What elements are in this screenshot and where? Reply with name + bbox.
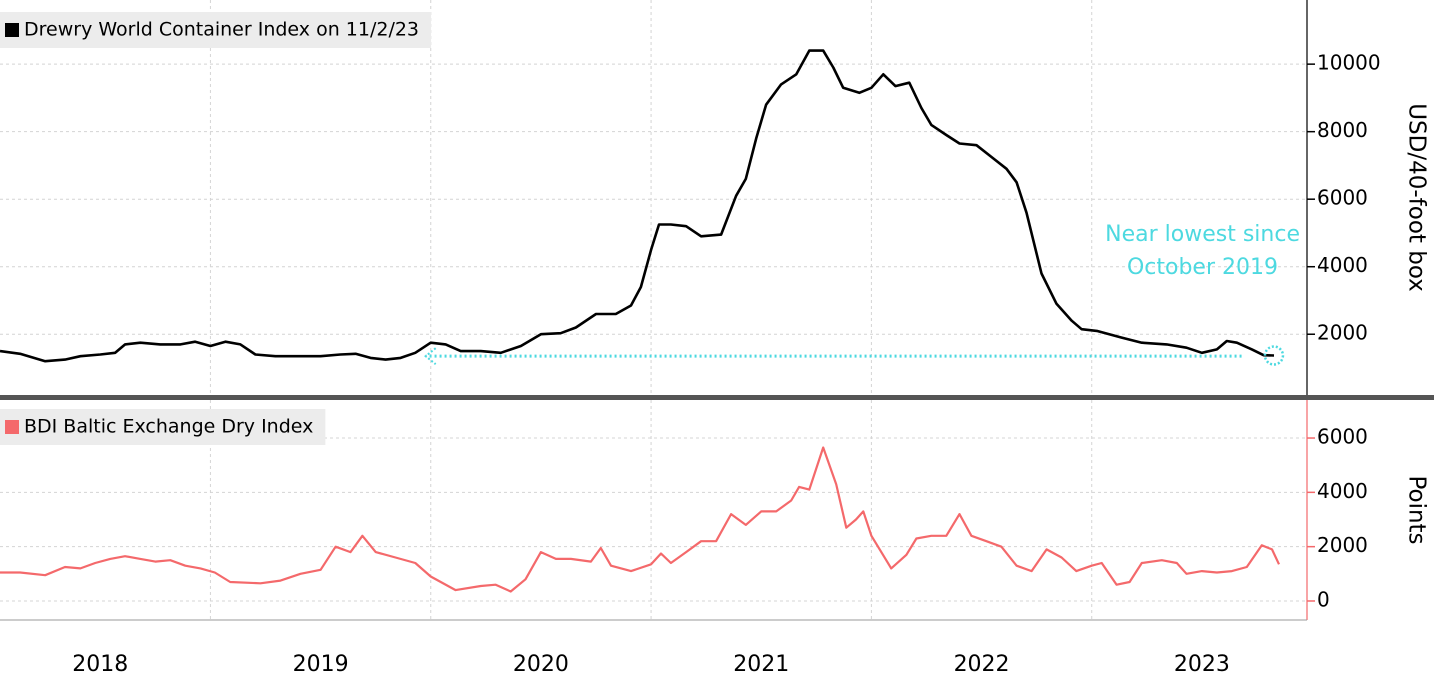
data-line	[0, 49, 1275, 363]
x-tick-label: 2022	[954, 652, 1010, 677]
x-tick-label: 2018	[72, 652, 128, 677]
y-tick-label: 4000	[1317, 479, 1368, 503]
y-tick-label: 6000	[1317, 425, 1368, 449]
x-tick-label: 2020	[513, 652, 569, 677]
y-tick-label: 6000	[1317, 186, 1368, 210]
legend-label: BDI Baltic Exchange Dry Index	[24, 416, 313, 438]
annotation-arrowhead	[424, 347, 437, 365]
x-tick-label: 2021	[733, 652, 789, 677]
legend-label: Drewry World Container Index on 11/2/23	[24, 19, 419, 41]
legend-background	[0, 12, 432, 48]
x-tick-label: 2023	[1174, 652, 1230, 677]
legend-swatch	[5, 420, 19, 434]
annotation-text: Near lowest since	[1105, 222, 1300, 247]
legend: BDI Baltic Exchange Dry Index	[0, 409, 326, 445]
y-tick-label: 10000	[1317, 51, 1381, 75]
y-tick-label: 2000	[1317, 533, 1368, 557]
annotation-text: October 2019	[1127, 255, 1278, 280]
legend-swatch	[5, 23, 19, 37]
y-axis-label: USD/40-foot box	[1404, 103, 1430, 292]
data-line	[0, 446, 1280, 593]
legend-background	[0, 409, 326, 445]
y-tick-label: 0	[1317, 587, 1330, 611]
y-tick-label: 2000	[1317, 321, 1368, 345]
panel-separator	[0, 395, 1434, 400]
legend: Drewry World Container Index on 11/2/23	[0, 12, 432, 48]
y-axis-label: Points	[1404, 475, 1430, 544]
y-tick-label: 4000	[1317, 253, 1368, 277]
x-tick-label: 2019	[293, 652, 349, 677]
annotation-circle	[1263, 345, 1285, 366]
y-tick-label: 8000	[1317, 118, 1368, 142]
